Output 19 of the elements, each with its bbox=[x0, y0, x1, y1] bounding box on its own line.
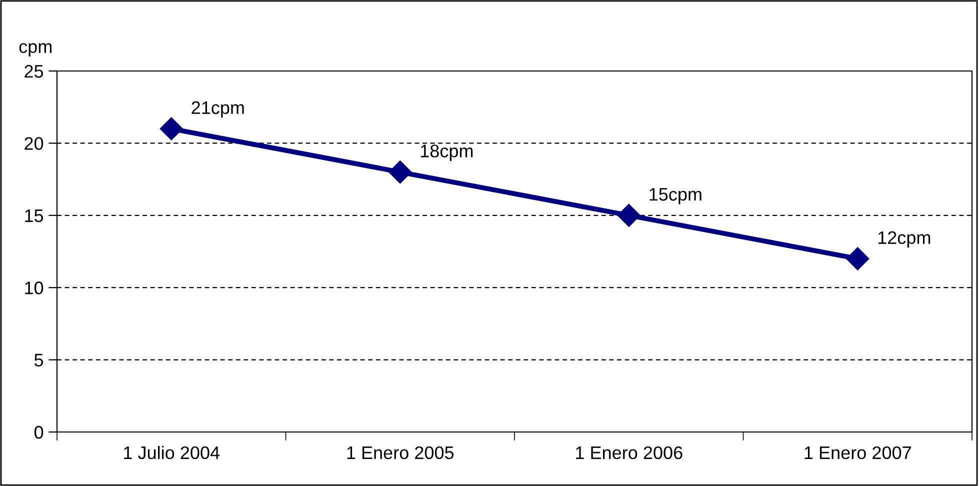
y-tick-label: 15 bbox=[25, 210, 44, 222]
y-tick-label: 5 bbox=[34, 354, 44, 367]
x-tick-label: 1 Enero 2007 bbox=[804, 446, 911, 460]
point bbox=[846, 247, 870, 270]
y-tick-label: 20 bbox=[24, 137, 44, 150]
y-tick-label: 10 bbox=[25, 282, 44, 294]
data-label: 18cpm bbox=[420, 144, 473, 161]
data-label: 12cpm bbox=[878, 231, 930, 248]
point bbox=[388, 160, 412, 184]
y-axis-title: cpm bbox=[19, 43, 52, 57]
point bbox=[617, 204, 640, 227]
data-label: 21cpm bbox=[192, 101, 244, 118]
x-tick-label: 1 Enero 2005 bbox=[347, 446, 454, 460]
x-tick-label: 1 Enero 2006 bbox=[576, 446, 682, 460]
point bbox=[160, 117, 183, 140]
y-tick-label: 25 bbox=[24, 64, 44, 78]
data-label: 15cpm bbox=[650, 188, 702, 204]
x-tick-label: 1 Julio 2004 bbox=[124, 446, 220, 460]
y-tick-label: 0 bbox=[34, 426, 44, 439]
